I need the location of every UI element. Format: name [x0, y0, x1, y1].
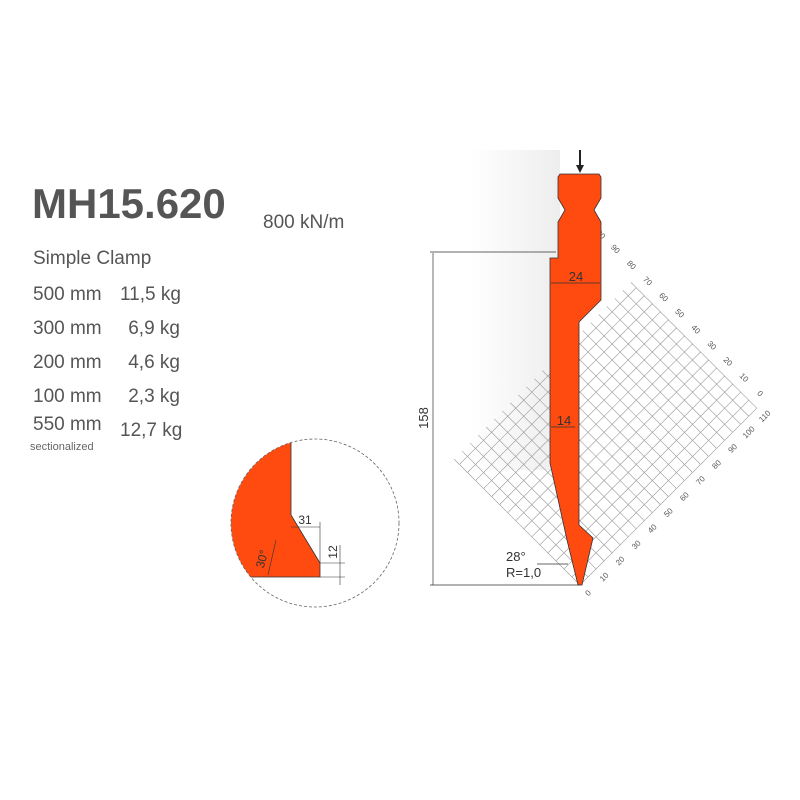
- grid-y-label: 40: [689, 323, 702, 336]
- tip-angle-label: 28°: [506, 549, 526, 564]
- grid-line: [491, 319, 669, 497]
- shadow: [470, 150, 560, 470]
- detail-angle-label: 30°: [253, 548, 271, 569]
- grid-line: [614, 298, 741, 425]
- detail-circle: [230, 438, 400, 608]
- grid-y-label: 70: [641, 275, 654, 288]
- grid-x-label: 50: [662, 506, 675, 519]
- tip-radius-label: R=1,0: [506, 565, 541, 580]
- grid-line: [459, 287, 637, 465]
- product-title: MH15.620: [32, 180, 226, 227]
- grid-x-label: 0: [583, 588, 593, 598]
- grid-line: [563, 391, 741, 570]
- grid-x-label: 100: [741, 424, 757, 440]
- grid-line: [571, 399, 749, 578]
- grid-x-label: 20: [614, 554, 627, 567]
- row-length: 100 mm: [33, 386, 102, 407]
- row-weight: 12,7 kg: [120, 420, 183, 441]
- grid-line: [526, 386, 653, 513]
- grid-x-label: 70: [694, 474, 707, 487]
- row-length: 200 mm: [33, 352, 102, 373]
- grid-y-label: 30: [705, 339, 718, 352]
- clamp-type: Simple Clamp: [33, 248, 152, 269]
- row-weight: 6,9 kg: [128, 318, 180, 339]
- top-width-label: 24: [569, 269, 583, 284]
- row-weight: 4,6 kg: [128, 352, 180, 373]
- grid-x-label: 10: [598, 570, 611, 583]
- height-label: 158: [416, 407, 431, 429]
- row-length: 550 mm: [33, 414, 102, 435]
- grid-line: [486, 426, 613, 554]
- grid-line: [598, 314, 725, 441]
- grid-x-label: 80: [710, 458, 723, 471]
- grid-line: [523, 351, 701, 529]
- grid-line: [507, 335, 685, 513]
- grid-line: [622, 290, 749, 417]
- grid-x-label: 90: [726, 442, 739, 455]
- grid-x-label: 40: [646, 522, 659, 535]
- grid-line: [518, 394, 645, 521]
- row-note: sectionalized: [30, 441, 94, 453]
- detail-height-label: 12: [326, 545, 340, 559]
- grid-y-label: 10: [738, 371, 751, 384]
- grid-line: [606, 306, 733, 433]
- grid-line: [574, 338, 701, 465]
- grid-x-label: 110: [757, 408, 773, 424]
- punch-tool: [549, 173, 602, 586]
- grid-line: [558, 354, 685, 481]
- grid-y-label: 90: [609, 243, 622, 256]
- grid-line: [566, 346, 693, 473]
- grid-y-label: 20: [721, 355, 734, 368]
- arrow-head-icon: [576, 165, 584, 173]
- grid-line: [590, 322, 717, 449]
- detail-width-label: 31: [298, 513, 312, 527]
- force-rating: 800 kN/m: [263, 212, 345, 233]
- grid-line: [630, 282, 757, 409]
- grid-line: [515, 343, 693, 521]
- mid-width-label: 14: [557, 413, 571, 428]
- grid-line: [499, 327, 677, 505]
- grid-y-label: 0: [755, 389, 765, 399]
- row-length: 300 mm: [33, 318, 102, 339]
- row-weight: 2,3 kg: [128, 386, 180, 407]
- grid-line: [582, 330, 709, 457]
- grid-y-label: 60: [657, 291, 670, 304]
- grid-labels: 0102030405060708090100110010203040506070…: [583, 225, 773, 598]
- grid-y-label: 80: [625, 259, 638, 272]
- grid-x-label: 60: [678, 490, 691, 503]
- grid-line: [461, 450, 589, 578]
- grid-x-label: 30: [630, 538, 643, 551]
- detail-dimensions: [267, 522, 345, 585]
- row-weight: 11,5 kg: [120, 284, 181, 305]
- grid-y-label: 50: [673, 307, 686, 320]
- height-dimension: [430, 251, 600, 586]
- row-length: 500 mm: [33, 284, 102, 305]
- grid-line: [579, 408, 757, 586]
